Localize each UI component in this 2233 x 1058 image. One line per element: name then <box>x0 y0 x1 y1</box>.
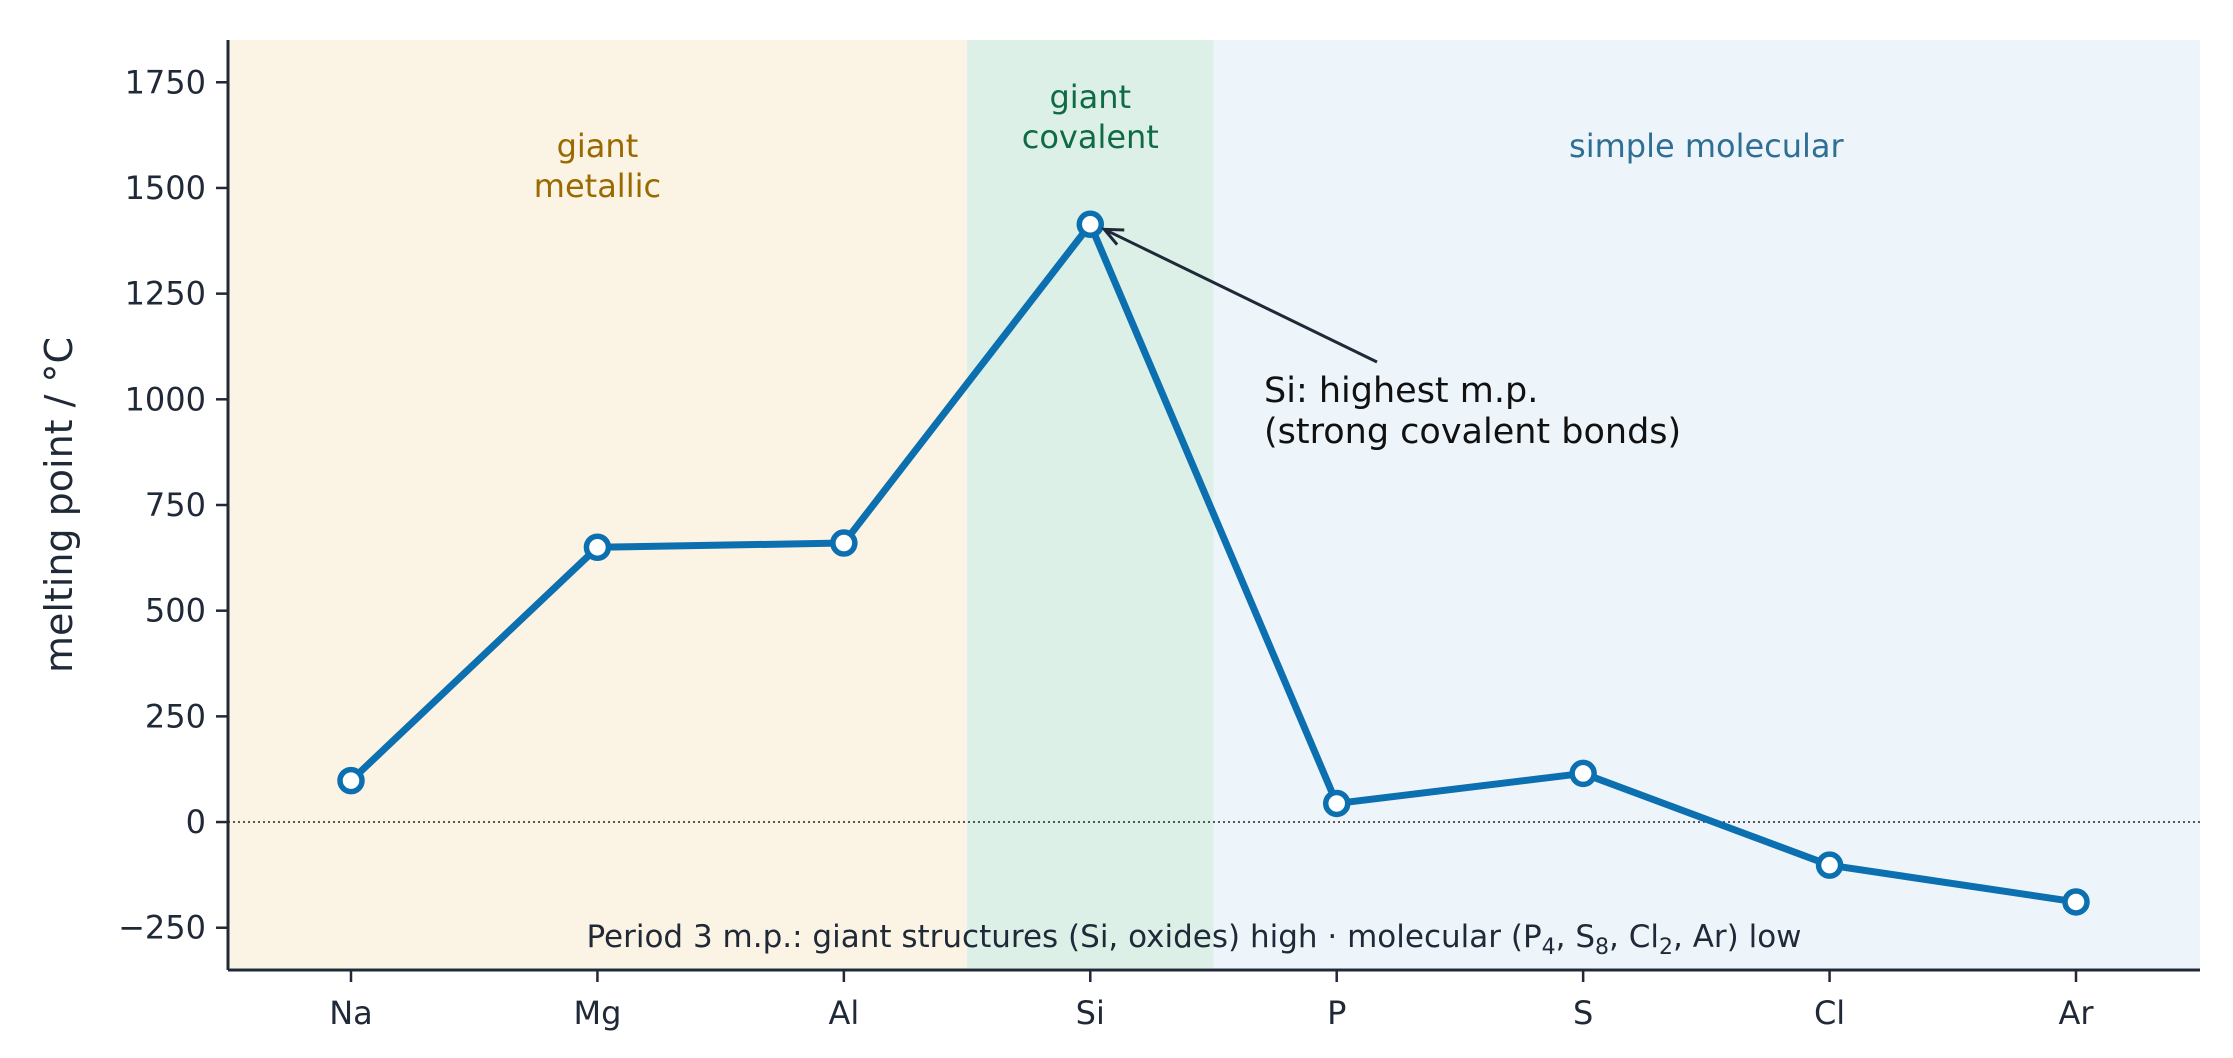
y-axis-title: melting point / °C <box>37 337 81 673</box>
y-tick-label: 1750 <box>125 63 206 101</box>
data-point <box>1815 851 1844 879</box>
x-tick-label: P <box>1327 994 1346 1032</box>
data-point <box>2062 888 2090 916</box>
melting-point-series <box>337 210 2090 916</box>
region-label: giant <box>1049 78 1131 116</box>
y-tick-label: 1500 <box>125 169 206 207</box>
region-label: covalent <box>1022 118 1159 156</box>
footnote-text: Period 3 m.p.: giant structures (Si, oxi… <box>586 919 1541 955</box>
data-point <box>1569 759 1597 788</box>
region-band <box>228 40 968 968</box>
footnote-subscript: 4 <box>1542 935 1556 960</box>
data-point <box>830 529 858 557</box>
annotation-text: (strong covalent bonds) <box>1264 412 1681 452</box>
footnote-subscript: 8 <box>1595 935 1609 960</box>
y-axis: 1750 1500 1250 1000 750 500 250 0 −250 <box>118 40 230 970</box>
footnote-text: , Cl <box>1609 919 1659 955</box>
x-tick-label: Na <box>329 994 373 1032</box>
x-tick-label: S <box>1573 994 1593 1032</box>
x-tick-label: Si <box>1076 994 1105 1032</box>
chart-footnote: Period 3 m.p.: giant structures (Si, oxi… <box>586 919 1801 960</box>
annotation-arrowhead <box>1100 227 1125 246</box>
y-tick-label: 1250 <box>125 275 206 313</box>
series-line <box>347 220 2080 906</box>
x-tick-label: Al <box>828 994 859 1032</box>
region-band <box>1213 40 2200 968</box>
data-point <box>1076 210 1105 239</box>
x-tick-label: Mg <box>573 994 621 1032</box>
annotation-text: Si: highest m.p. <box>1264 371 1538 411</box>
x-tick-label: Ar <box>2058 994 2094 1032</box>
x-tick-label: Cl <box>1814 994 1845 1032</box>
footnote-text: , S <box>1556 919 1595 955</box>
footnote-text: , Ar) low <box>1673 919 1802 955</box>
y-tick-label: 1000 <box>125 380 206 418</box>
si-annotation: Si: highest m.p.(strong covalent bonds) <box>1100 227 1681 452</box>
footnote-subscript: 2 <box>1659 935 1673 960</box>
data-point <box>337 766 365 795</box>
y-tick-label: 0 <box>186 803 206 841</box>
region-label: simple molecular <box>1569 127 1845 165</box>
data-point <box>583 533 612 562</box>
region-band <box>967 40 1214 968</box>
data-point <box>1322 789 1351 818</box>
y-tick-label: 500 <box>145 592 206 630</box>
y-tick-label: 250 <box>145 697 206 735</box>
annotation-arrow <box>1103 227 1378 364</box>
y-tick-label: −250 <box>118 909 206 947</box>
region-label: giant <box>557 127 639 165</box>
y-tick-label: 750 <box>145 486 206 524</box>
region-label: metallic <box>534 167 661 205</box>
x-axis: Na Mg Al Si P S Cl Ar <box>228 968 2200 1032</box>
